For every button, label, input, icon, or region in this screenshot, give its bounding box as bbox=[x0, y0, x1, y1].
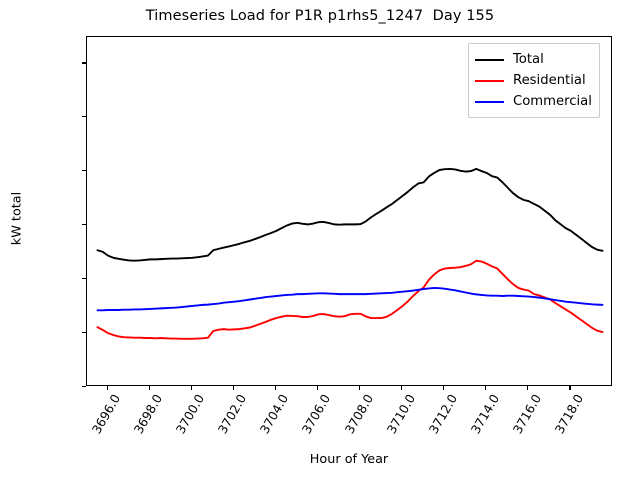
legend-line-swatch bbox=[475, 100, 504, 103]
series-line-commercial bbox=[96, 286, 604, 312]
legend-line-swatch bbox=[475, 58, 504, 61]
plot-lines bbox=[96, 167, 604, 340]
legend-line-swatch bbox=[475, 79, 504, 82]
x-axis-tick-mark bbox=[316, 386, 319, 390]
y-axis-tick-mark bbox=[82, 223, 86, 226]
y-axis-tick-mark bbox=[82, 170, 86, 172]
x-axis-label: Hour of Year bbox=[309, 452, 389, 467]
x-axis-tick-mark bbox=[443, 386, 445, 390]
series-line-total bbox=[96, 167, 604, 262]
legend-item[interactable]: Residential bbox=[475, 70, 592, 91]
x-axis-tick-mark bbox=[569, 386, 571, 390]
plot-area bbox=[86, 36, 612, 386]
chart-title: Timeseries Load for P1R p1rhs5_1247 Day … bbox=[145, 8, 495, 24]
legend-item[interactable]: Total bbox=[475, 49, 592, 70]
y-axis-tick-mark bbox=[82, 385, 86, 387]
x-axis-tick-mark bbox=[106, 386, 108, 390]
y-axis-tick-mark bbox=[82, 116, 86, 118]
y-axis-tick-mark bbox=[82, 62, 86, 64]
legend-label: Total bbox=[513, 52, 544, 67]
y-axis-tick-mark bbox=[82, 331, 86, 333]
y-axis-tick-mark bbox=[82, 277, 86, 279]
x-axis-tick-mark bbox=[274, 386, 276, 390]
x-axis-tick-mark bbox=[401, 386, 403, 390]
legend-item[interactable]: Commercial bbox=[475, 91, 592, 112]
x-axis-tick-mark bbox=[148, 386, 150, 390]
chart-legend: Total Residential Commercial bbox=[468, 43, 600, 118]
x-axis-tick-mark bbox=[232, 386, 234, 390]
legend-label: Commercial bbox=[513, 94, 592, 109]
x-axis-tick-mark bbox=[527, 386, 529, 390]
series-line-residential bbox=[96, 259, 604, 340]
x-axis-tick-mark bbox=[485, 386, 487, 390]
y-axis-label: kW total bbox=[9, 191, 25, 246]
x-axis-tick-mark bbox=[190, 386, 192, 390]
x-axis-tick-mark bbox=[359, 386, 361, 390]
legend-label: Residential bbox=[513, 73, 586, 88]
